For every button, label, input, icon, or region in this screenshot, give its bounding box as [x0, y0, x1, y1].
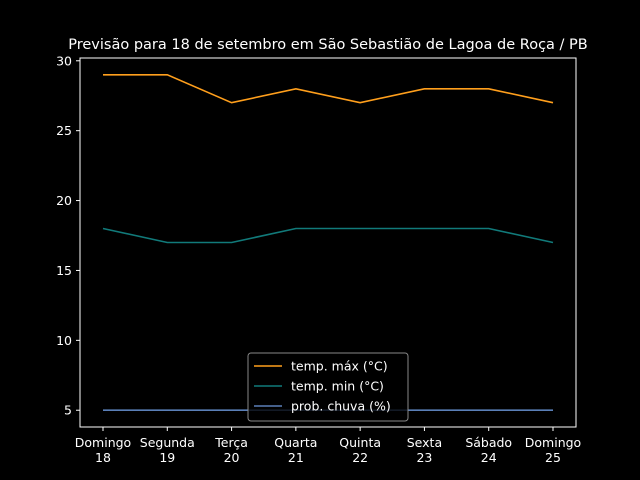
x-tick-label: Quinta 22	[339, 435, 381, 465]
legend-box	[247, 352, 409, 422]
x-tick-label: Domingo 25	[525, 435, 581, 465]
legend: temp. máx (°C) temp. min (°C) prob. chuva …	[247, 352, 409, 422]
x-tick-label: Sábado 24	[465, 435, 512, 465]
y-tick-label: 30	[56, 53, 72, 68]
series-line-2	[102, 227, 554, 244]
series-line-1	[103, 74, 554, 104]
x-tick-label: Sexta 23	[407, 435, 442, 465]
x-tick-label: Quarta 21	[274, 435, 317, 465]
x-tick-label: Domingo 18	[75, 435, 131, 465]
y-tick-label: 25	[56, 123, 72, 138]
y-tick-label: 5	[64, 403, 72, 418]
x-tick-label: Terça 20	[214, 435, 248, 465]
axes-frame	[79, 57, 577, 428]
y-tick-label: 10	[56, 333, 72, 348]
y-tick-label: 20	[56, 193, 72, 208]
chart-title: Previsão para 18 de setembro em São Seba…	[68, 37, 587, 53]
legend-label: temp. min (°C)	[291, 379, 384, 394]
x-tick-label: Segunda 19	[140, 435, 195, 465]
legend-label: prob. chuva (%)	[291, 399, 391, 414]
legend-label: temp. máx (°C)	[291, 359, 388, 374]
y-tick-label: 15	[56, 263, 72, 278]
